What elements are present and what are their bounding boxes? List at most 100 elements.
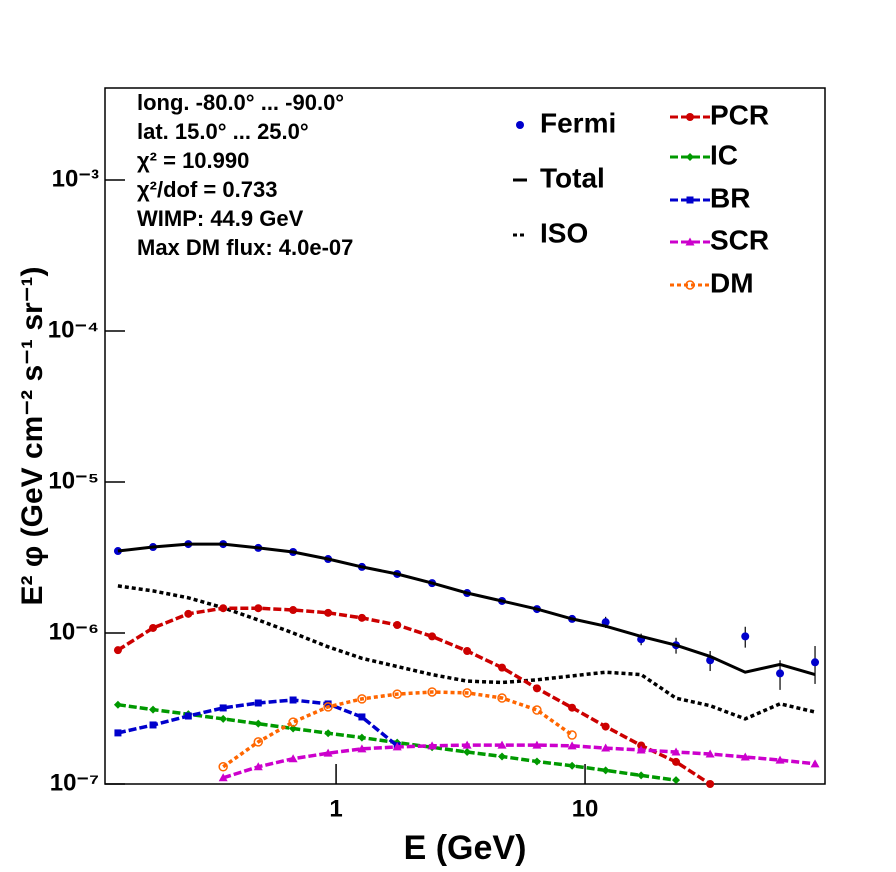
annotation: Max DM flux: 4.0e-07	[137, 235, 353, 260]
annotation: lat. 15.0° ... 25.0°	[137, 119, 309, 144]
marker	[567, 741, 577, 750]
marker	[149, 705, 158, 714]
marker	[289, 696, 297, 704]
marker	[497, 693, 507, 703]
marker	[532, 705, 542, 715]
annotation: χ² = 10.990	[137, 148, 249, 173]
marker	[289, 724, 298, 733]
series-line	[117, 584, 816, 721]
series-line	[222, 743, 816, 780]
marker	[288, 754, 298, 763]
legend-entry: PCR	[670, 99, 769, 130]
legend-label: BR	[710, 182, 750, 213]
marker	[427, 687, 437, 697]
marker	[685, 237, 695, 246]
marker	[706, 780, 715, 788]
legend-entry: SCR	[670, 224, 769, 255]
marker	[393, 620, 402, 629]
marker	[498, 663, 507, 672]
marker	[810, 759, 820, 768]
marker	[601, 722, 610, 731]
y-tick-label: 10⁻⁷	[50, 769, 99, 796]
marker	[324, 608, 333, 617]
marker	[254, 604, 263, 613]
marker	[357, 613, 366, 622]
series-line	[116, 606, 712, 786]
legend-label: IC	[710, 139, 738, 170]
marker	[149, 721, 157, 729]
marker	[392, 742, 402, 751]
marker	[532, 740, 542, 749]
marker	[253, 762, 263, 771]
marker	[705, 749, 715, 758]
legend-entry: DM	[670, 267, 754, 298]
marker	[427, 741, 437, 750]
marker	[567, 730, 577, 740]
marker	[636, 745, 646, 754]
marker	[254, 699, 262, 707]
marker	[149, 623, 158, 632]
marker	[253, 737, 264, 747]
y-tick-label: 10⁻⁴	[48, 316, 99, 343]
marker	[811, 658, 820, 667]
marker	[463, 747, 472, 756]
marker	[462, 688, 472, 698]
marker	[568, 761, 577, 770]
legend-label: Fermi	[540, 107, 616, 138]
marker	[288, 717, 298, 727]
legend-entry: ISO	[513, 217, 588, 248]
marker	[357, 733, 366, 742]
marker	[357, 694, 367, 704]
legend-label: SCR	[710, 224, 769, 255]
legend-label: ISO	[540, 217, 588, 248]
marker	[323, 748, 333, 757]
marker	[219, 604, 228, 613]
marker	[392, 689, 402, 699]
marker	[498, 752, 507, 761]
x-tick-label: 1	[329, 795, 342, 822]
marker	[740, 752, 750, 761]
marker	[775, 755, 785, 764]
marker	[218, 762, 228, 772]
x-tick-label: 10	[572, 795, 599, 822]
series-line	[117, 542, 816, 677]
marker	[601, 743, 611, 752]
marker	[428, 632, 437, 641]
marker	[113, 700, 122, 709]
marker	[497, 740, 507, 749]
marker	[254, 719, 263, 728]
annotation: χ²/dof = 0.733	[137, 177, 277, 202]
marker	[776, 669, 785, 678]
marker	[601, 766, 610, 775]
marker	[463, 647, 472, 656]
marker	[357, 744, 367, 753]
legend-entry: Total	[513, 162, 605, 193]
marker	[672, 776, 681, 785]
annotation: WIMP: 44.9 GeV	[137, 206, 304, 231]
legend-entry: Fermi	[516, 107, 616, 138]
y-tick-label: 10⁻⁶	[49, 618, 99, 645]
annotation: long. -80.0° ... -90.0°	[137, 90, 344, 115]
marker	[637, 741, 646, 750]
marker	[671, 747, 681, 756]
marker	[324, 700, 332, 708]
legend-label: Total	[540, 162, 605, 193]
marker	[323, 702, 333, 712]
marker	[462, 740, 472, 749]
marker	[184, 609, 193, 618]
marker	[218, 773, 228, 782]
y-axis-label: E² φ (GeV cm⁻² s⁻¹ sr⁻¹)	[16, 266, 49, 605]
marker	[685, 280, 695, 290]
marker	[219, 704, 227, 712]
marker	[741, 632, 750, 641]
marker	[686, 196, 694, 204]
marker	[516, 121, 524, 129]
marker	[184, 712, 192, 720]
marker	[289, 606, 298, 615]
marker	[324, 729, 333, 738]
y-tick-label: 10⁻⁵	[48, 467, 99, 494]
marker	[686, 113, 694, 121]
legend-label: DM	[710, 267, 754, 298]
legend-entry: BR	[670, 182, 750, 213]
marker	[672, 757, 681, 766]
